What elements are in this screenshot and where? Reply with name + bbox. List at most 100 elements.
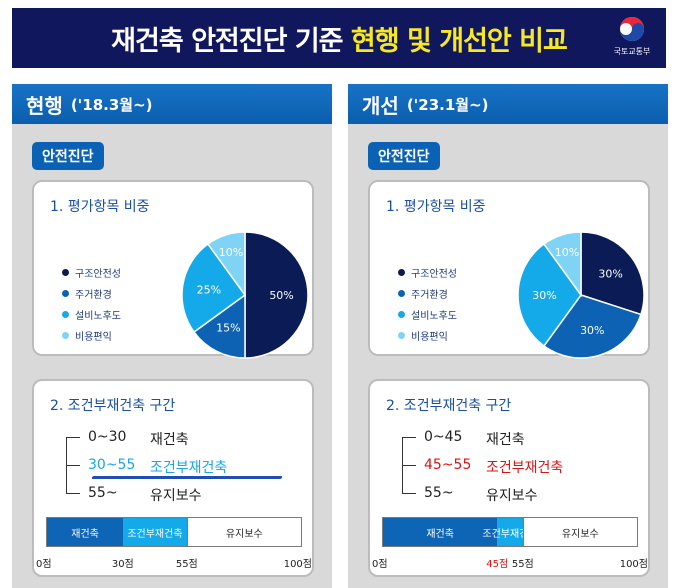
ministry-logo: 국토교통부: [606, 16, 658, 62]
page-title: 재건축 안전진단 기준 현행 및 개선안 비교: [111, 19, 568, 58]
pie-label: 10%: [555, 246, 579, 259]
title-highlight: 현행 및 개선안 비교: [350, 25, 568, 57]
tree-branch: [402, 465, 416, 466]
highlight-underline: [91, 476, 283, 479]
title-prefix: 재건축 안전진단 기준: [111, 25, 351, 57]
legend-label: 설비노후도: [411, 311, 457, 322]
safety-diagnosis-tag: 안전진단: [32, 142, 104, 170]
legend-item: 구조안전성: [62, 262, 121, 283]
ranges-card: 2. 조건부재건축 구간 0~45 재건축 45~55 조건부재건축 55~ 유지보수…: [368, 379, 650, 577]
weights-title: 1. 평가항목 비중: [386, 199, 486, 215]
tick-label: 45점: [486, 559, 509, 570]
range-row: 55~ 유지보수: [424, 485, 538, 505]
legend-label: 주거환경: [411, 290, 448, 301]
legend-label: 주거환경: [75, 290, 112, 301]
ranges-title: 2. 조건부재건축 구간: [386, 398, 512, 414]
pie-slice-facility: [517, 242, 582, 348]
tick-label: 0점: [372, 559, 388, 570]
bar-segment-conditional: 조건부재건축: [482, 518, 538, 546]
range-value: 0~30: [88, 429, 127, 445]
range-label: 조건부재건축: [486, 460, 564, 476]
pie-label: 30%: [580, 324, 604, 337]
weights-legend: 구조안전성 주거환경 설비노후도 비용편익: [62, 262, 121, 346]
range-label: 재건축: [486, 432, 525, 448]
range-bar: 재건축 조건부재건축 유지보수: [382, 517, 638, 547]
panel-current: 현행 ('18.3월~) 안전진단 1. 평가항목 비중 구조안전성 주거환경 …: [12, 84, 332, 588]
bar-segment-maintain: 유지보수: [522, 518, 637, 546]
pie-slice-structural: [244, 231, 309, 359]
panel-title: 현행: [26, 93, 63, 118]
pie-slice-residential: [542, 294, 642, 359]
legend-label: 비용편익: [75, 332, 112, 343]
pie-slice-residential: [192, 293, 246, 359]
logo-text: 국토교통부: [613, 47, 651, 56]
header-banner: 재건축 안전진단 기준 현행 및 개선안 비교 국토교통부: [12, 8, 666, 68]
pie-label: 25%: [197, 283, 221, 296]
range-bar: 재건축 조건부재건축 유지보수: [46, 517, 302, 547]
pie-label: 10%: [219, 246, 243, 259]
pie-label: 50%: [269, 289, 293, 302]
weights-title: 1. 평가항목 비중: [50, 199, 150, 215]
range-row: 0~45 재건축: [424, 429, 525, 449]
range-row: 0~30 재건축: [88, 429, 189, 449]
panel-header: 현행 ('18.3월~): [12, 84, 332, 124]
ranges-title: 2. 조건부재건축 구간: [50, 398, 176, 414]
legend-dot-icon: [62, 311, 69, 318]
legend-label: 구조안전성: [411, 269, 457, 280]
legend-label: 비용편익: [411, 332, 448, 343]
legend-dot-icon: [62, 269, 69, 276]
legend-dot-icon: [62, 290, 69, 297]
tick-label: 55점: [511, 559, 534, 570]
pie-slice-structural: [580, 231, 645, 316]
tree-branch: [66, 493, 80, 494]
tree-branch: [402, 437, 416, 438]
legend-dot-icon: [398, 290, 405, 297]
weights-card: 1. 평가항목 비중 구조안전성 주거환경 설비노후도 비용편익 30% 30% 3…: [368, 180, 650, 359]
ranges-card: 2. 조건부재건축 구간 0~30 재건축 30~55 조건부재건축 55~ 유지보수…: [32, 379, 314, 577]
legend-dot-icon: [398, 332, 405, 339]
tick-label: 100점: [619, 559, 648, 570]
tick-label: 55점: [175, 559, 198, 570]
legend-item: 설비노후도: [62, 304, 121, 325]
legend-item: 비용편익: [62, 325, 121, 346]
tree-branch: [66, 437, 80, 438]
tree-branch: [66, 465, 80, 466]
panel-title: 개선: [362, 93, 399, 118]
legend-dot-icon: [62, 332, 69, 339]
range-row-highlight: 45~55 조건부재건축: [424, 457, 563, 477]
weights-legend: 구조안전성 주거환경 설비노후도 비용편익: [398, 262, 457, 346]
pie-slice-cost: [542, 231, 582, 298]
range-tree: 0~45 재건축 45~55 조건부재건축 55~ 유지보수: [398, 429, 638, 505]
range-tree: 0~30 재건축 30~55 조건부재건축 55~ 유지보수: [62, 429, 302, 505]
safety-diagnosis-tag: 안전진단: [368, 142, 440, 170]
range-label: 유지보수: [486, 488, 538, 504]
legend-dot-icon: [398, 311, 405, 318]
panel-header: 개선 ('23.1월~): [348, 84, 668, 124]
pie-label: 30%: [598, 268, 622, 281]
range-value: 0~45: [424, 429, 463, 445]
legend-item: 주거환경: [398, 283, 457, 304]
range-value: 55~: [88, 485, 118, 501]
tick-label: 30점: [111, 559, 134, 570]
legend-item: 구조안전성: [398, 262, 457, 283]
range-row: 55~ 유지보수: [88, 485, 202, 505]
pie-slice-facility: [181, 242, 247, 334]
range-row-highlight: 30~55 조건부재건축: [88, 457, 227, 477]
tree-branch: [402, 493, 416, 494]
legend-item: 비용편익: [398, 325, 457, 346]
bar-segment-maintain: 유지보수: [186, 518, 301, 546]
weights-card: 1. 평가항목 비중 구조안전성 주거환경 설비노후도 비용편익 50% 15% 2…: [32, 180, 314, 359]
bar-segment-rebuild: 재건축: [383, 518, 498, 546]
legend-label: 설비노후도: [75, 311, 121, 322]
pie-label: 30%: [532, 289, 556, 302]
range-value: 45~55: [424, 457, 472, 473]
legend-item: 주거환경: [62, 283, 121, 304]
bar-segment-rebuild: 재건축: [47, 518, 124, 546]
tick-label: 0점: [36, 559, 52, 570]
bar-segment-conditional: 조건부재건축: [123, 518, 187, 546]
range-value: 55~: [424, 485, 454, 501]
tick-label: 100점: [283, 559, 312, 570]
panel-date: ('23.1월~): [406, 95, 489, 114]
weights-pie: 30% 30% 30% 10%: [517, 231, 645, 359]
pie-label: 15%: [216, 322, 240, 335]
